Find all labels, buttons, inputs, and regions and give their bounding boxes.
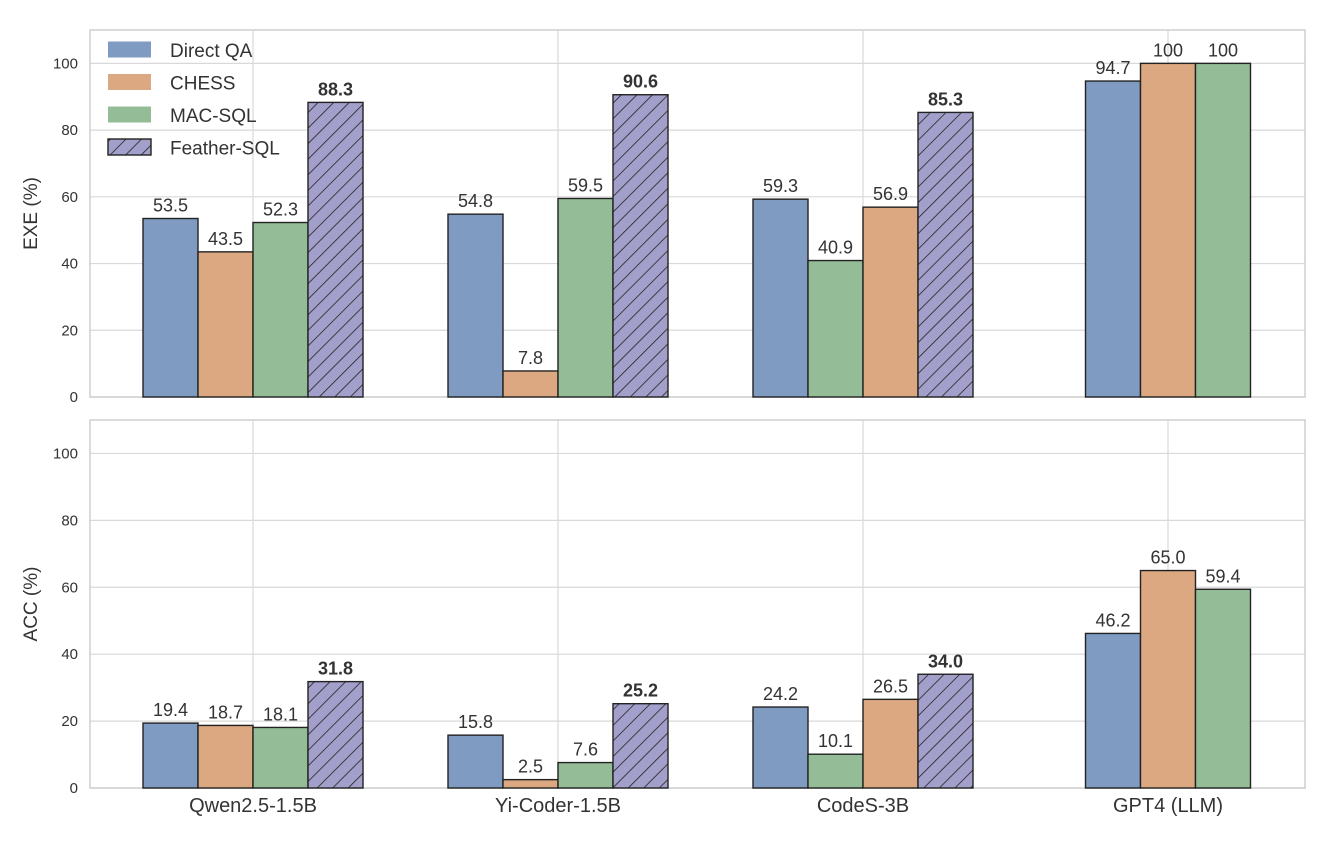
panel-exe: 0 20 40 60 80 100 EXE (%) 53.5 43.5 52.3 88.3 54.8 7…	[21, 29, 1306, 406]
legend-swatch	[108, 74, 151, 90]
bar-chess	[502, 370, 559, 398]
data-label: 15.8	[458, 712, 493, 732]
panel-acc: 0 20 40 60 80 100 ACC (%) 19.4 18.7 18.1 31.8 15.8 2…	[21, 419, 1306, 797]
bar-direct-qa	[752, 198, 809, 398]
data-label: 10.1	[818, 731, 853, 751]
data-label: 54.8	[458, 191, 493, 211]
y-tick-label: 40	[61, 256, 78, 273]
data-label: 46.2	[1095, 610, 1130, 630]
data-label: 53.5	[153, 196, 188, 216]
bar-feather-sql	[612, 94, 669, 398]
bar-mac-sql	[557, 197, 614, 398]
y-tick-label: 40	[61, 646, 78, 663]
legend-label: Direct QA	[170, 41, 253, 62]
data-label: 52.3	[263, 200, 298, 220]
y-tick-label: 20	[61, 713, 78, 730]
axes-frame	[89, 29, 1306, 398]
data-label: 34.0	[928, 651, 963, 671]
y-tick-label: 80	[61, 512, 78, 529]
bar-direct-qa	[447, 734, 504, 789]
legend-label: Feather-SQL	[170, 139, 280, 160]
bar-mac-sql	[557, 761, 614, 789]
data-label: 88.3	[318, 79, 353, 99]
bar-mac-sql	[1194, 62, 1252, 398]
bar-mac-sql	[252, 221, 309, 398]
data-label: 100	[1208, 40, 1238, 60]
legend: Direct QA CHESS MAC-SQL Feather-SQL	[107, 41, 280, 160]
bar-chess	[1139, 569, 1197, 789]
data-label: 31.8	[318, 659, 353, 679]
axes-frame	[89, 419, 1306, 789]
legend-swatch	[108, 41, 151, 58]
data-label: 100	[1153, 40, 1183, 60]
bar-feather-sql	[917, 111, 974, 398]
data-label: 40.9	[818, 238, 853, 258]
bar-direct-qa	[142, 217, 199, 398]
data-label: 26.5	[873, 676, 908, 696]
data-label: 85.3	[928, 89, 963, 109]
data-label: 65.0	[1150, 548, 1185, 568]
y-tick-label: 80	[61, 122, 78, 139]
legend-swatch	[107, 138, 152, 156]
bar-direct-qa	[752, 706, 809, 789]
x-tick-label: GPT4 (LLM)	[1113, 795, 1223, 817]
bar-direct-qa	[447, 213, 504, 398]
data-label: 7.8	[518, 348, 543, 368]
data-label: 90.6	[623, 72, 658, 92]
y-axis-label: ACC (%)	[21, 567, 42, 642]
bar-feather-sql	[307, 101, 364, 398]
bar-chess	[197, 251, 254, 398]
bar-feather-sql	[307, 680, 364, 789]
x-tick-label: Qwen2.5-1.5B	[189, 795, 317, 817]
y-tick-label: 20	[61, 322, 78, 339]
data-label: 43.5	[208, 229, 243, 249]
bar-mac-sql	[1194, 588, 1252, 789]
data-label: 25.2	[623, 681, 658, 701]
data-label: 56.9	[873, 184, 908, 204]
bar-mac-sql	[807, 259, 864, 398]
data-label: 59.3	[763, 176, 798, 196]
x-tick-label: Yi-Coder-1.5B	[495, 795, 621, 817]
bar-chess	[197, 724, 254, 789]
bar-feather-sql	[612, 702, 669, 789]
data-label: 7.6	[573, 740, 598, 760]
y-tick-label: 0	[70, 389, 78, 406]
bar-direct-qa	[1084, 632, 1142, 789]
data-label: 24.2	[763, 684, 798, 704]
bar-mac-sql	[252, 726, 309, 789]
data-label: 2.5	[518, 757, 543, 777]
data-label: 59.4	[1205, 566, 1240, 586]
bar-direct-qa	[142, 722, 199, 789]
y-tick-label: 60	[61, 189, 78, 206]
bar-chess	[862, 698, 919, 789]
data-label: 59.5	[568, 175, 603, 195]
bar-chess	[1139, 62, 1197, 398]
legend-swatch	[108, 106, 151, 123]
y-tick-label: 100	[53, 55, 78, 72]
y-tick-label: 0	[70, 780, 78, 797]
bar-mac-sql	[807, 753, 864, 789]
y-axis-label: EXE (%)	[21, 177, 42, 250]
data-label: 94.7	[1095, 58, 1130, 78]
data-label: 18.1	[263, 704, 298, 724]
data-label: 19.4	[153, 700, 188, 720]
x-tick-label: CodeS-3B	[817, 795, 909, 817]
data-label: 18.7	[208, 702, 243, 722]
y-tick-label: 100	[53, 445, 78, 462]
bar-chess	[502, 778, 559, 789]
legend-label: CHESS	[170, 74, 235, 95]
y-tick-label: 60	[61, 579, 78, 596]
bar-feather-sql	[917, 673, 974, 789]
bar-direct-qa	[1084, 80, 1142, 398]
legend-label: MAC-SQL	[170, 106, 257, 127]
bar-chess	[862, 206, 919, 398]
